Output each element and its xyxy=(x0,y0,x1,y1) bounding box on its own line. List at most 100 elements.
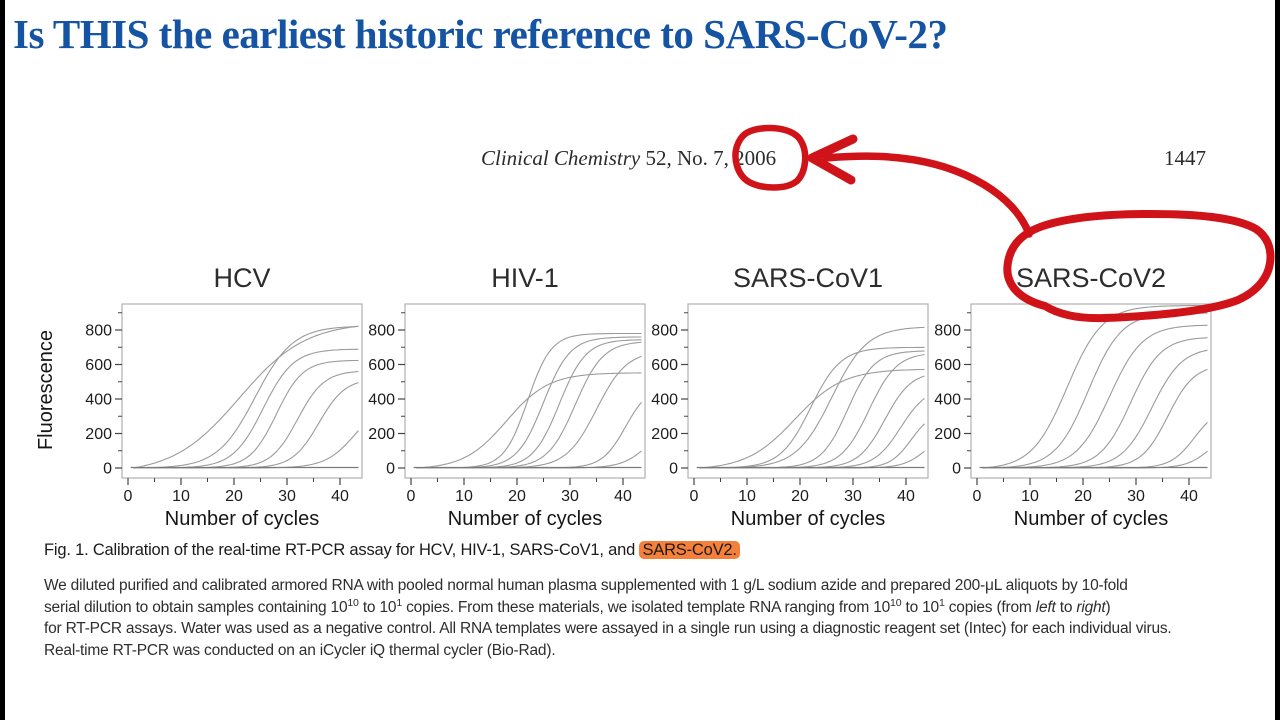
x-axis-tick-label: 40 xyxy=(897,488,915,505)
amplification-curve xyxy=(699,375,925,469)
y-axis-tick-label: 200 xyxy=(368,426,395,443)
x-axis-tick-label: 10 xyxy=(455,488,473,505)
plot-frame xyxy=(687,303,929,479)
journal-name: Clinical Chemistry xyxy=(481,146,641,170)
amplification-curve xyxy=(133,325,359,469)
amplification-curve xyxy=(699,450,925,469)
x-axis-tick-label: 10 xyxy=(1021,488,1039,505)
y-axis-tick-label: 400 xyxy=(651,392,678,409)
y-axis-tick-label: 200 xyxy=(651,426,678,443)
red-arrow-shaft xyxy=(822,152,1033,238)
y-axis-tick-label: 0 xyxy=(103,461,112,478)
x-axis-tick-label: 40 xyxy=(1180,488,1198,505)
amplification-curve xyxy=(416,336,642,469)
pcr-panel-HCV: 0 200 400 600 800 0 10 20 30 40 HCV Number of cycle… xyxy=(85,263,363,530)
caption-body-line: serial dilution to obtain samples contai… xyxy=(44,596,1111,616)
x-axis-tick-label: 10 xyxy=(738,488,756,505)
y-axis-tick-label: 0 xyxy=(952,461,961,478)
y-axis-tick-label: 400 xyxy=(934,392,961,409)
caption-body-line: We diluted purified and calibrated armor… xyxy=(44,577,1128,594)
x-axis-tick-label: 20 xyxy=(1074,488,1092,505)
amplification-curve xyxy=(982,324,1208,469)
y-axis-tick-label: 0 xyxy=(669,461,678,478)
caption-body-line: Real-time RT-PCR was conducted on an iCy… xyxy=(44,641,556,659)
amplification-curve xyxy=(133,430,359,469)
x-axis-tick-label: 30 xyxy=(561,488,579,505)
x-axis-tick-label: 30 xyxy=(844,488,862,505)
red-circle-annotation xyxy=(732,124,809,191)
x-axis-tick-label: 20 xyxy=(508,488,526,505)
x-axis-tick-label: 0 xyxy=(973,488,982,505)
panel-title: SARS-CoV2 xyxy=(1016,263,1166,293)
panel-title: SARS-CoV1 xyxy=(733,263,883,293)
y-axis-tick-label: 600 xyxy=(368,357,395,374)
red-arrow-head xyxy=(807,134,858,185)
y-axis-tick-label: 400 xyxy=(368,392,395,409)
x-axis-tick-label: 0 xyxy=(407,488,416,505)
y-axis-tick-label: 800 xyxy=(934,323,961,340)
x-axis-label: Number of cycles xyxy=(165,508,320,530)
amplification-curves xyxy=(979,305,1208,469)
page-title: Is THIS the earliest historic reference … xyxy=(13,11,948,57)
amplification-curve xyxy=(982,312,1208,469)
amplification-curve xyxy=(699,353,925,469)
amplification-curve xyxy=(416,332,642,469)
x-axis-tick-label: 20 xyxy=(225,488,243,505)
y-axis-tick-label: 800 xyxy=(651,323,678,340)
x-axis-label: Number of cycles xyxy=(1014,508,1169,530)
right-letterbox-bar xyxy=(1275,0,1280,720)
pcr-panel-SARS-CoV2: 0 200 400 600 800 0 10 20 30 40 SARS-CoV2 Number of… xyxy=(934,263,1212,530)
amplification-curve xyxy=(699,368,925,469)
x-axis-label: Number of cycles xyxy=(731,508,886,530)
x-axis-tick-label: 30 xyxy=(278,488,296,505)
amplification-curves xyxy=(696,326,925,469)
amplification-curves xyxy=(130,325,359,469)
plot-frame xyxy=(404,303,646,479)
plot-frame xyxy=(121,303,363,479)
left-letterbox-bar xyxy=(0,0,5,720)
y-axis-tick-label: 600 xyxy=(934,357,961,374)
x-axis-tick-label: 0 xyxy=(124,488,133,505)
highlight-sars-cov2: SARS-CoV2. xyxy=(639,541,740,559)
y-axis-tick-label: 400 xyxy=(85,392,112,409)
red-annotations xyxy=(732,124,1275,323)
pcr-panel-SARS-CoV1: 0 200 400 600 800 0 10 20 30 40 SARS-CoV1 Number of… xyxy=(651,263,929,530)
journal-year: 2006 xyxy=(734,146,777,170)
x-axis-tick-label: 30 xyxy=(1127,488,1145,505)
journal-reference: Clinical Chemistry 52, No. 7, 2006 xyxy=(481,146,776,171)
amplification-curve xyxy=(133,370,359,469)
y-axis-label: Fluorescence xyxy=(35,330,57,450)
y-axis-tick-label: 600 xyxy=(651,357,678,374)
pcr-panel-HIV-1: 0 200 400 600 800 0 10 20 30 40 HIV-1 Number of cyc… xyxy=(368,263,646,530)
x-axis-tick-label: 40 xyxy=(331,488,349,505)
amplification-curve xyxy=(982,337,1208,469)
panel-title: HIV-1 xyxy=(491,263,559,293)
page-number: 1447 xyxy=(1164,146,1206,170)
amplification-curve xyxy=(133,382,359,469)
panel-title: HCV xyxy=(213,263,270,293)
journal-issue: 52, No. 7, xyxy=(640,146,735,170)
plot-frame xyxy=(970,303,1212,479)
x-axis-tick-label: 40 xyxy=(614,488,632,505)
y-axis-tick-label: 800 xyxy=(368,323,395,340)
y-axis-tick-label: 200 xyxy=(934,426,961,443)
amplification-curve xyxy=(416,341,642,469)
amplification-curve xyxy=(699,423,925,469)
x-axis-tick-label: 10 xyxy=(172,488,190,505)
amplification-curve xyxy=(133,325,359,469)
amplification-curve xyxy=(982,349,1208,469)
x-axis-tick-label: 0 xyxy=(690,488,699,505)
y-axis-tick-label: 200 xyxy=(85,426,112,443)
amplification-curve xyxy=(982,368,1208,469)
red-blob-annotation xyxy=(1003,210,1275,323)
x-axis-tick-label: 20 xyxy=(791,488,809,505)
amplification-curve xyxy=(416,339,642,469)
amplification-curve xyxy=(133,348,359,469)
figure-caption-body: We diluted purified and calibrated armor… xyxy=(44,575,1256,661)
x-axis-label: Number of cycles xyxy=(448,508,603,530)
y-axis-tick-label: 0 xyxy=(386,461,395,478)
amplification-curves xyxy=(413,332,642,469)
figure-caption: Fig. 1. Calibration of the real-time RT-… xyxy=(44,541,1244,560)
